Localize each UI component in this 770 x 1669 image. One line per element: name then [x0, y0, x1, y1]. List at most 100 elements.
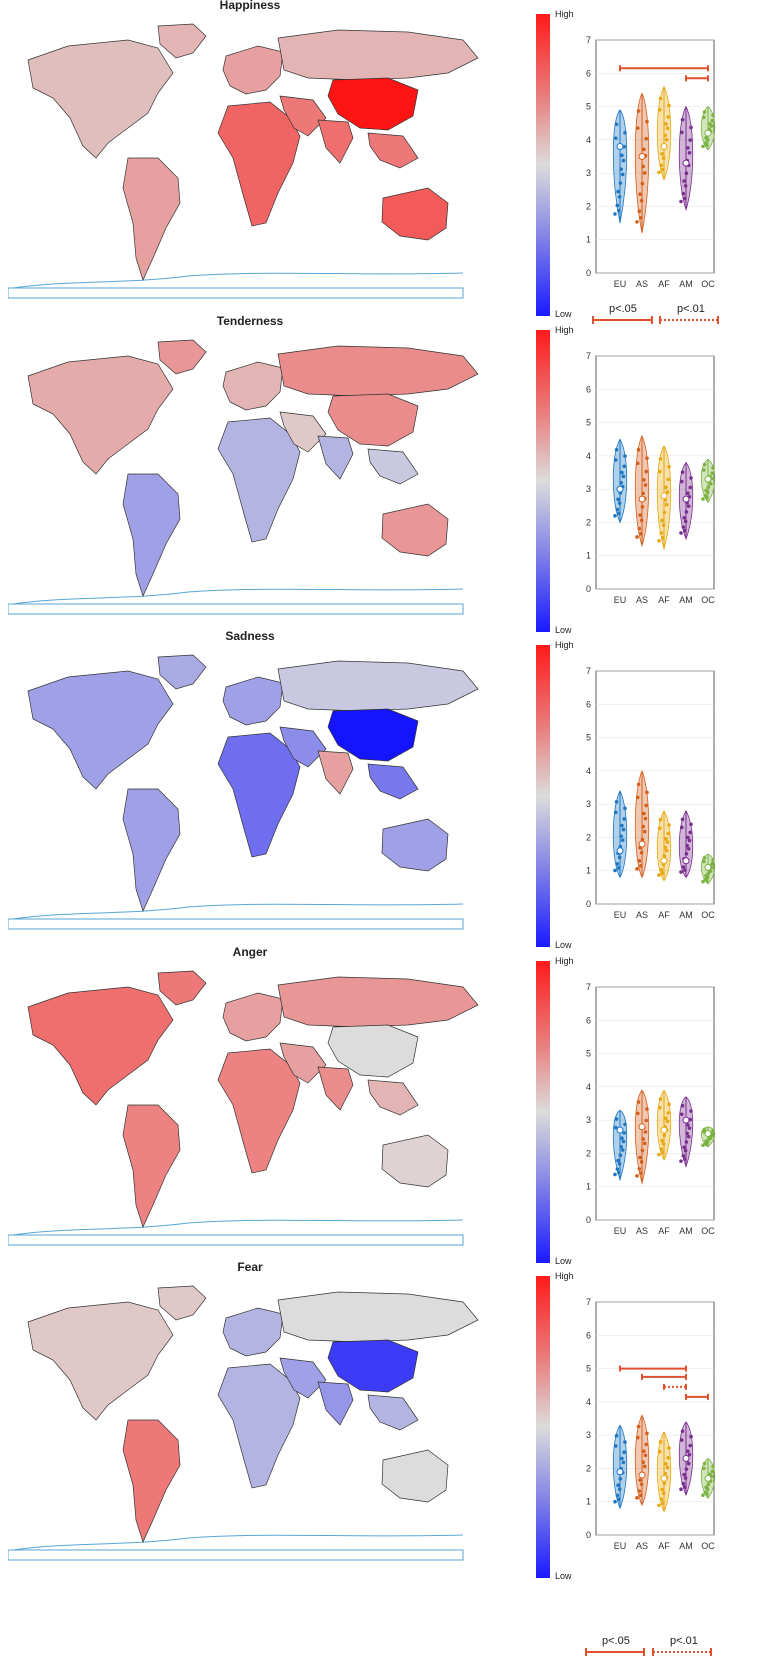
- data-point-oc: [711, 1464, 715, 1469]
- data-point-eu: [613, 136, 618, 140]
- y-tick-label: 0: [586, 1215, 591, 1225]
- antarctica-coast: [12, 903, 464, 920]
- plot-frame: [595, 670, 715, 905]
- data-point-af: [664, 837, 668, 841]
- median-eu: [616, 847, 624, 855]
- region-ru: [277, 29, 479, 81]
- colorbar-low-label: Low: [555, 309, 572, 319]
- region-na: [27, 39, 174, 159]
- region-na: [27, 355, 174, 475]
- region-au: [381, 503, 449, 556]
- y-tick-label: 6: [586, 384, 591, 394]
- median-as: [638, 153, 646, 160]
- data-point-eu: [622, 1130, 627, 1135]
- data-point-as: [645, 119, 649, 124]
- data-point-am: [687, 150, 692, 155]
- data-point-af: [666, 477, 671, 481]
- panel-happiness: Happiness High Low 0 1 2 3 4 5 6 7 EU AS AF AM OC: [0, 0, 770, 332]
- data-point-as: [635, 534, 639, 539]
- data-point-af: [659, 868, 664, 872]
- data-point-eu: [623, 1440, 627, 1444]
- plot-frame: [595, 986, 715, 1220]
- p01-label-bottom: p<.01: [670, 1635, 698, 1647]
- data-point-am: [680, 817, 685, 822]
- data-point-af: [658, 96, 663, 101]
- x-tick-label-as: AS: [636, 595, 648, 605]
- region-ru: [277, 345, 479, 396]
- x-tick-label-am: AM: [679, 1541, 693, 1551]
- region-gl: [157, 23, 207, 59]
- antarctica-outline: [8, 918, 464, 930]
- data-point-am: [680, 117, 685, 122]
- x-tick-label-eu: EU: [614, 279, 627, 289]
- region-cn: [327, 393, 419, 446]
- data-point-af: [657, 826, 662, 831]
- data-point-eu: [620, 470, 624, 474]
- data-point-as: [645, 790, 649, 795]
- data-point-am: [686, 835, 690, 840]
- data-point-am: [689, 1108, 693, 1113]
- data-point-am: [686, 490, 690, 495]
- region-me: [279, 1357, 327, 1399]
- data-point-af: [659, 163, 664, 168]
- data-point-as: [638, 512, 642, 517]
- data-point-af: [665, 1119, 670, 1123]
- data-point-am: [689, 475, 693, 480]
- data-point-as: [643, 816, 648, 821]
- region-sea: [367, 1079, 419, 1115]
- x-tick-label-am: AM: [679, 1226, 693, 1236]
- data-point-as: [635, 1435, 640, 1440]
- data-point-am: [681, 1481, 686, 1486]
- region-me: [279, 95, 327, 137]
- median-am: [682, 857, 690, 865]
- region-me: [279, 411, 327, 452]
- data-point-as: [635, 126, 640, 130]
- data-point-as: [642, 477, 646, 482]
- x-tick-label-af: AF: [658, 279, 670, 289]
- colorbar: [536, 329, 550, 632]
- panel-fear: Fear High Low 0 1 2 3 4 5 6 7 EU AS AF AM OC: [0, 1260, 770, 1594]
- data-point-eu: [613, 457, 618, 462]
- data-point-oc: [710, 118, 715, 123]
- data-point-af: [666, 831, 671, 836]
- y-tick-label: 1: [586, 550, 591, 560]
- data-point-as: [642, 171, 647, 175]
- region-in: [317, 119, 354, 164]
- data-point-am: [686, 503, 691, 508]
- world-map: [8, 23, 479, 299]
- x-tick-label-eu: EU: [614, 1226, 627, 1236]
- antarctica-coast: [12, 272, 464, 289]
- region-ru: [277, 1291, 479, 1343]
- data-point-as: [644, 136, 649, 141]
- colorbar: [536, 14, 550, 316]
- y-tick-label: 3: [586, 799, 591, 809]
- panel-title: Tenderness: [216, 313, 284, 328]
- y-tick-label: 4: [586, 1397, 591, 1407]
- data-point-eu: [613, 212, 617, 216]
- data-point-oc: [708, 1135, 713, 1140]
- y-tick-label: 0: [586, 899, 591, 909]
- data-point-am: [679, 479, 684, 483]
- data-point-eu: [621, 1460, 626, 1465]
- data-point-eu: [623, 453, 627, 458]
- data-point-eu: [615, 1493, 620, 1498]
- median-as: [638, 495, 646, 503]
- data-point-as: [644, 1118, 649, 1122]
- region-na: [27, 986, 174, 1106]
- data-point-oc: [701, 115, 706, 120]
- data-point-af: [660, 1138, 664, 1142]
- data-point-as: [635, 867, 639, 871]
- region-eu: [222, 1307, 284, 1357]
- data-point-as: [645, 1106, 649, 1111]
- data-point-oc: [701, 496, 705, 501]
- region-cn: [327, 1024, 419, 1077]
- data-point-eu: [621, 474, 626, 478]
- data-point-eu: [616, 1483, 620, 1488]
- x-tick-label-af: AF: [658, 1226, 670, 1236]
- data-point-oc: [710, 470, 715, 475]
- region-eu: [222, 361, 284, 410]
- data-point-as: [645, 1431, 649, 1436]
- data-point-af: [657, 1152, 661, 1156]
- y-tick-label: 5: [586, 733, 591, 743]
- colorbar: [536, 960, 550, 1263]
